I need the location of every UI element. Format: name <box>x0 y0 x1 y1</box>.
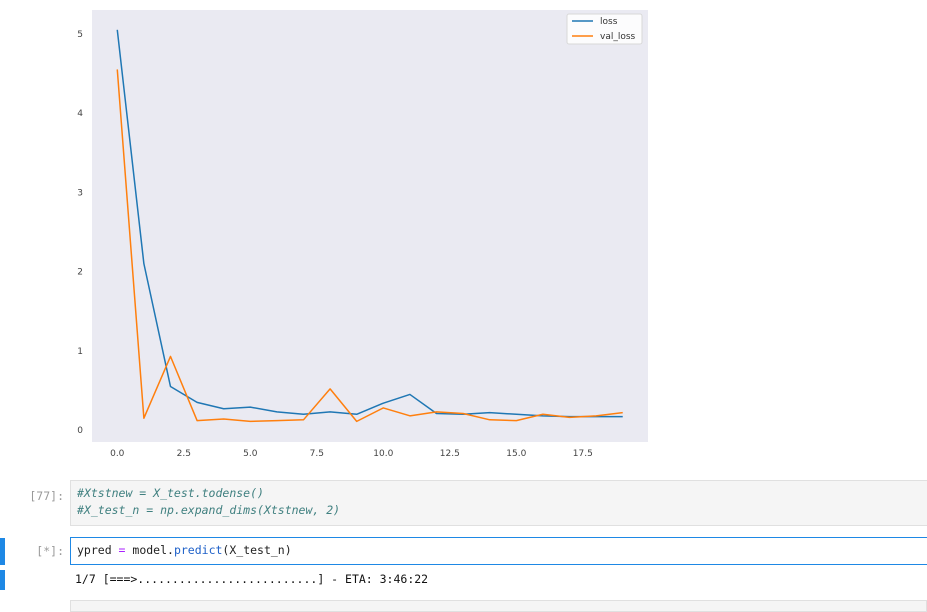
plot-background <box>92 10 648 442</box>
cell-prompt: [*]: <box>36 544 64 558</box>
x-tick-label: 17.5 <box>573 449 593 459</box>
code-token: (X_test_n) <box>222 543 292 557</box>
x-tick-label: 10.0 <box>373 449 393 459</box>
code-token: = <box>118 543 126 557</box>
code-token: model. <box>125 543 174 557</box>
x-tick-label: 15.0 <box>506 449 526 459</box>
code-token: ypred <box>77 543 119 557</box>
cell-prompt: [77]: <box>29 489 64 503</box>
y-tick-label: 0 <box>77 426 83 436</box>
x-tick-label: 0.0 <box>110 449 125 459</box>
series-line-val-loss <box>116 69 623 423</box>
cell-output: 1/7 [===>..........................] - E… <box>75 572 429 586</box>
code-token: predict <box>173 543 223 557</box>
code-line: #Xtstnew = X_test.todense() <box>77 486 264 500</box>
code-cell-running[interactable]: [*]: ypred = model.predict(X_test_n) <box>0 537 927 567</box>
y-tick-label: 2 <box>77 268 83 278</box>
y-tick-label: 4 <box>77 109 83 119</box>
loss-chart: 0 1 2 3 4 5 0.0 2.5 5.0 7.5 10.0 12.5 15.0 17.5 loss va… <box>77 10 648 459</box>
y-tick-label: 3 <box>77 188 83 198</box>
x-tick-label: 2.5 <box>177 449 191 459</box>
loss-chart-svg: 0 1 2 3 4 5 0.0 2.5 5.0 7.5 10.0 12.5 15.0 17.5 loss va… <box>77 10 648 459</box>
y-tick-label: 1 <box>77 347 83 357</box>
active-cell-output-indicator <box>0 570 5 590</box>
code-cell-77[interactable]: [77]: #Xtstnew = X_test.todense() #X_tes… <box>0 480 927 528</box>
x-tick-label: 5.0 <box>243 449 258 459</box>
legend-label: loss <box>600 17 618 27</box>
x-tick-label: 7.5 <box>310 449 324 459</box>
code-input[interactable]: #Xtstnew = X_test.todense() #X_test_n = … <box>70 480 927 526</box>
empty-code-cell[interactable] <box>70 600 927 612</box>
y-tick-label: 5 <box>77 30 83 40</box>
x-tick-label: 12.5 <box>440 449 460 459</box>
code-input[interactable]: ypred = model.predict(X_test_n) <box>70 537 927 565</box>
legend-label: val_loss <box>600 32 636 42</box>
code-line: #X_test_n = np.expand_dims(Xtstnew, 2) <box>77 503 341 517</box>
active-cell-indicator <box>0 538 5 565</box>
